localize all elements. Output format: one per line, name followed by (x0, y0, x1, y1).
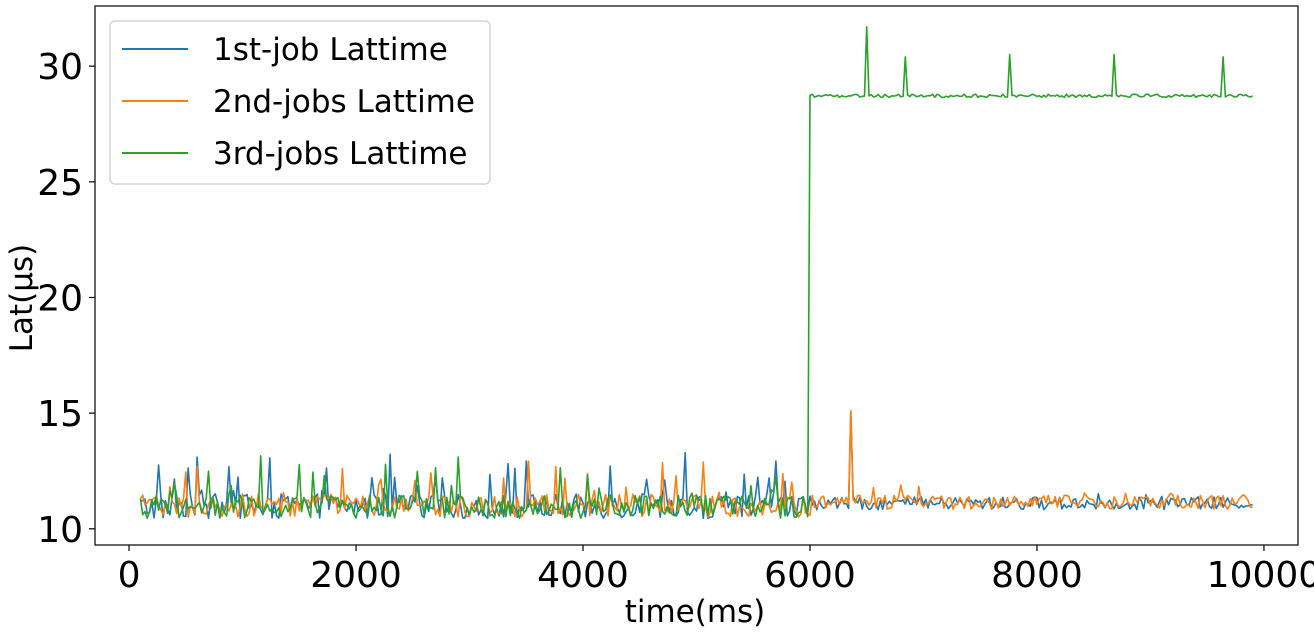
x-tick-label: 8000 (991, 555, 1083, 596)
legend-label: 3rd-jobs Lattime (213, 136, 468, 172)
y-axis: 10 15 20 25 30 (37, 47, 95, 551)
legend-label: 2nd-jobs Lattime (213, 84, 475, 120)
series-line-1 (140, 410, 1253, 520)
y-tick-label: 30 (37, 47, 83, 88)
legend: 1st-job Lattime 2nd-jobs Lattime 3rd-jobs … (109, 20, 491, 185)
legend-box (109, 20, 491, 185)
legend-label: 1st-job Lattime (213, 32, 448, 68)
x-axis: 0 2000 4000 6000 8000 10000 (118, 545, 1314, 596)
y-tick-label: 10 (37, 510, 83, 551)
plot-frame (94, 5, 1299, 546)
y-axis-label: Lat(μs) (4, 244, 40, 353)
x-tick-label: 0 (118, 555, 141, 596)
x-tick-label: 10000 (1207, 555, 1314, 596)
y-tick-label: 20 (37, 278, 83, 319)
x-tick-label: 4000 (537, 555, 629, 596)
x-tick-label: 6000 (764, 555, 856, 596)
x-axis-label: time(ms) (625, 594, 766, 630)
x-tick-label: 2000 (310, 555, 402, 596)
series-layer (139, 26, 1253, 520)
y-tick-label: 25 (37, 163, 83, 204)
series-line-3 (139, 26, 1253, 519)
y-tick-label: 15 (37, 394, 83, 435)
